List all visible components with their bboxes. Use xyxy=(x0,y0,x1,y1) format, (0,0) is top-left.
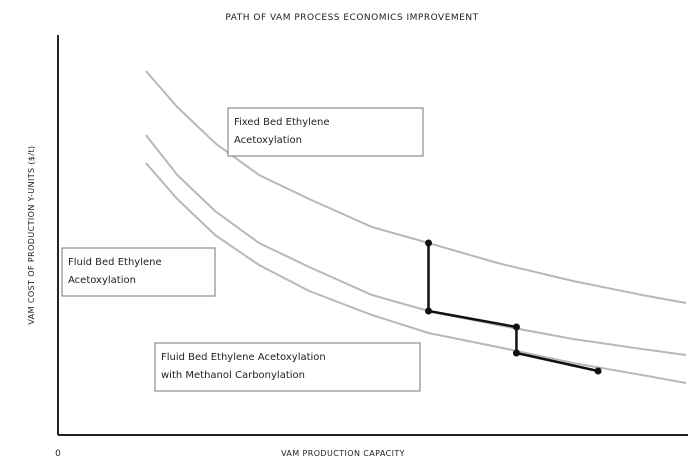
annotation-fixed-bed-box xyxy=(227,107,424,157)
annotation-fixed-bed: Fixed Bed Ethylene Acetoxylation xyxy=(227,107,424,157)
series-line-2 xyxy=(145,134,687,356)
annotation-fixed-bed-line-1: Fixed Bed Ethylene xyxy=(234,117,330,128)
annotation-fluid-bed-line-1: Fluid Bed Ethylene xyxy=(68,257,162,268)
series-layer xyxy=(145,70,687,384)
annotation-fluid-bed-box xyxy=(61,247,216,297)
path-segment-4 xyxy=(516,351,599,373)
path-point-3 xyxy=(512,323,520,331)
annotation-fixed-bed-line-2: Acetoxylation xyxy=(234,135,302,146)
y-axis-label: VAM COST OF PRODUCTION Y-UNITS ($/t) xyxy=(27,145,36,324)
annotation-fluid-bed: Fluid Bed Ethylene Acetoxylation xyxy=(61,247,216,297)
x-axis-label: VAM PRODUCTION CAPACITY xyxy=(281,449,405,458)
annotation-fluid-bed-methanol-line-1: Fluid Bed Ethylene Acetoxylation xyxy=(161,352,326,363)
path-point-2 xyxy=(425,307,433,315)
annotation-fluid-bed-methanol: Fluid Bed Ethylene Acetoxylation with Me… xyxy=(154,342,421,392)
path-point-5 xyxy=(594,367,602,375)
series-line-1 xyxy=(145,70,687,304)
annotation-fluid-bed-line-2: Acetoxylation xyxy=(68,275,136,286)
series-line-3 xyxy=(145,162,687,384)
path-point-1 xyxy=(425,239,433,247)
x-tick-label-0: 0 xyxy=(55,449,61,459)
annotation-fluid-bed-methanol-line-2: with Methanol Carbonylation xyxy=(161,370,305,381)
improvement-path xyxy=(425,239,602,375)
path-segment-2 xyxy=(428,309,517,329)
chart-title: PATH OF VAM PROCESS ECONOMICS IMPROVEMEN… xyxy=(225,13,478,23)
annotation-fluid-bed-methanol-box xyxy=(154,342,421,392)
path-point-4 xyxy=(512,349,520,357)
